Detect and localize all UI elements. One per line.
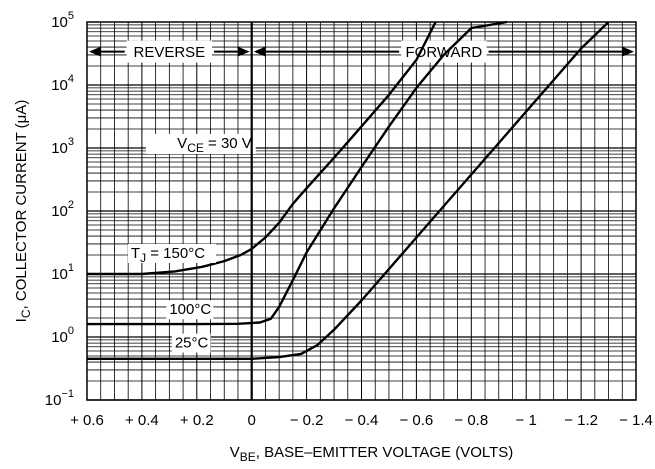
annotation-vce: VCE = 30 V xyxy=(177,135,252,155)
chart-axes: + 0.6 + 0.4 + 0.2 0 − 0.2 − 0.4 − 0.6 − 0.8 − 1 −… xyxy=(13,10,653,464)
x-tick-label: + 0.6 xyxy=(70,412,104,429)
x-axis-title: VBE, BASE–EMITTER VOLTAGE (VOLTS) xyxy=(230,444,514,464)
chart-series xyxy=(87,20,610,360)
series-line-2 xyxy=(87,21,610,360)
x-tick-label: − 0.4 xyxy=(345,412,379,429)
series-line-1 xyxy=(87,20,508,326)
region-arrow-head xyxy=(237,46,250,57)
series-label-2: 25°C xyxy=(175,335,209,352)
y-tick-label: 101 xyxy=(51,262,74,283)
x-tick-label: − 0.6 xyxy=(400,412,434,429)
series-line-0 xyxy=(87,21,437,276)
x-tick-label: − 1.2 xyxy=(564,412,598,429)
y-tick-label: 105 xyxy=(51,10,74,31)
chart-labels: TJ = 150°C 100°C 25°C VCE = 30 V xyxy=(127,134,256,353)
region-label-forward: FORWARD xyxy=(406,44,483,61)
region-label-bg xyxy=(126,40,213,63)
region-arrow-head xyxy=(253,46,266,57)
series-label-bg xyxy=(171,333,211,353)
plot-frame xyxy=(86,21,637,401)
x-tick-label: + 0.4 xyxy=(125,412,159,429)
x-tick-label: − 0.2 xyxy=(290,412,324,429)
y-tick-label: 10−1 xyxy=(45,388,74,409)
y-tick-label: 102 xyxy=(51,199,74,220)
x-tick-label: − 0.8 xyxy=(454,412,488,429)
series-label-0: TJ = 150°C xyxy=(131,245,205,265)
annotation-bg xyxy=(145,134,256,154)
region-label-reverse: REVERSE xyxy=(133,44,205,61)
y-axis-title: IC, COLLECTOR CURRENT (μA) xyxy=(13,100,33,323)
y-tick-label: 100 xyxy=(51,325,74,346)
region-arrow-head xyxy=(89,46,101,57)
series-label-1: 100°C xyxy=(169,301,211,318)
x-tick-label: + 0.2 xyxy=(180,412,214,429)
x-tick-label: − 1.4 xyxy=(619,412,653,429)
series-label-bg xyxy=(127,243,216,263)
x-tick-label: 0 xyxy=(248,412,256,429)
region-arrow-head xyxy=(622,46,634,57)
series-label-bg xyxy=(166,300,214,320)
y-tick-label: 103 xyxy=(51,136,74,157)
x-tick-label: − 1 xyxy=(516,412,537,429)
y-tick-label: 104 xyxy=(51,73,74,94)
